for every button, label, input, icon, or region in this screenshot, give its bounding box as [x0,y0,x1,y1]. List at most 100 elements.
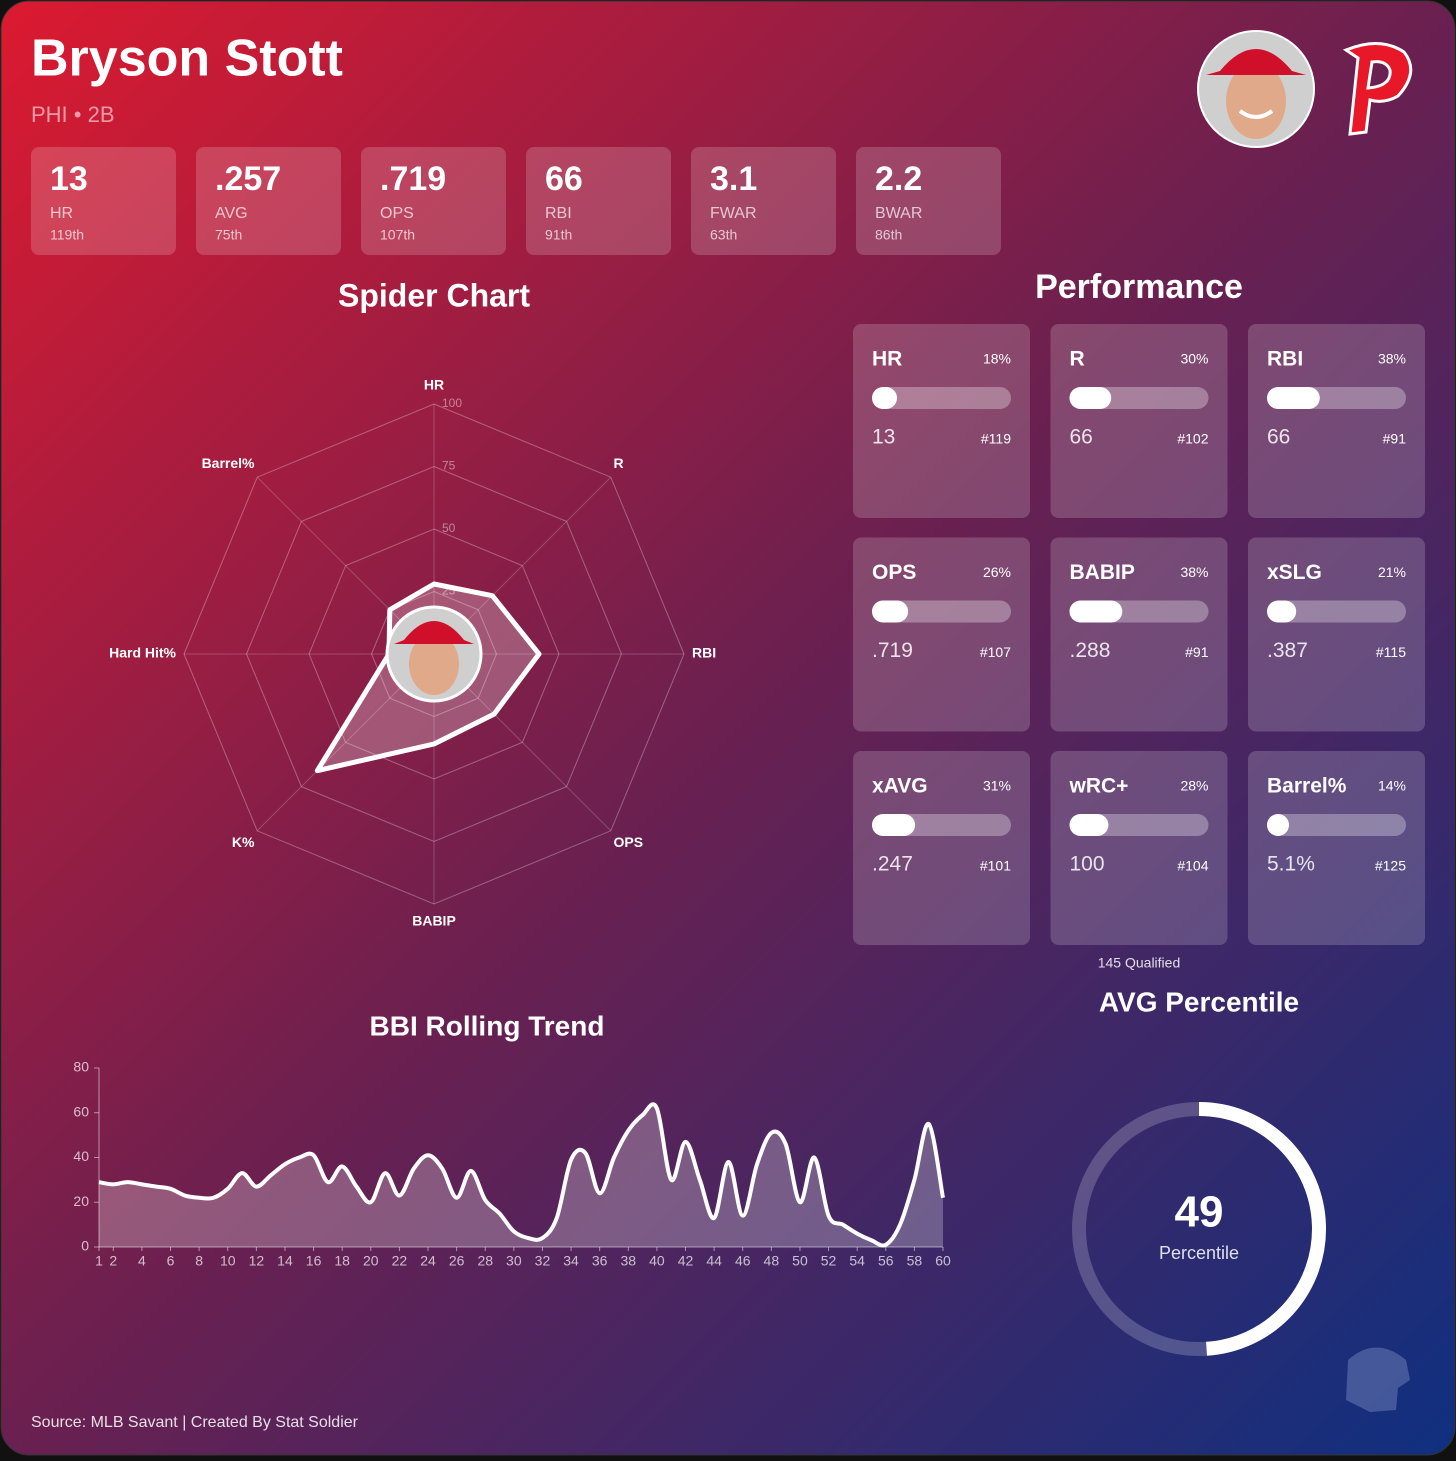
gauge-value: 49 [1175,1188,1224,1237]
stat-card [526,147,671,255]
x-tick-label: 2 [109,1253,117,1269]
x-tick-label: 1 [95,1253,103,1269]
y-tick-label: 20 [73,1193,89,1209]
x-tick-label: 14 [277,1253,293,1269]
card-rank: #104 [1177,858,1208,874]
chart-title: AVG Percentile [1099,986,1299,1017]
y-tick-label: 40 [73,1148,89,1164]
card-rank: #91 [1383,431,1407,447]
x-tick-label: 58 [907,1253,923,1269]
y-tick-label: 60 [73,1103,89,1119]
performance-card [1248,537,1425,732]
x-tick-label: 46 [735,1253,751,1269]
radar-grid-ring [308,528,560,780]
x-tick-label: 48 [764,1253,780,1269]
x-tick-label: 4 [138,1253,146,1269]
radar-axis-label: R [614,455,624,471]
chart-title: Spider Chart [338,277,530,313]
x-tick-label: 36 [592,1253,608,1269]
player-subtitle: PHI • 2B [31,102,115,127]
bar-track [872,387,1011,409]
performance-title: Performance [1035,268,1243,306]
x-tick-label: 24 [420,1253,436,1269]
x-tick-label: 52 [821,1253,837,1269]
card-value: 5.1% [1267,853,1315,876]
card-percent: 26% [983,564,1011,580]
stat-value: .719 [380,160,446,198]
x-tick-label: 16 [306,1253,322,1269]
performance-card [853,751,1030,945]
card-percent: 30% [1180,351,1208,367]
card-percent: 21% [1378,564,1406,580]
bar-fill [1069,814,1109,836]
x-tick-label: 34 [563,1253,579,1269]
x-tick-label: 56 [878,1253,894,1269]
card-value: 13 [872,426,895,449]
stat-rank: 107th [380,227,415,243]
card-percent: 38% [1378,351,1406,367]
performance-card [1050,751,1228,945]
trend-line [98,1102,945,1248]
card-value: 100 [1070,853,1105,876]
card-label: wRC+ [1069,775,1129,798]
x-tick-label: 10 [220,1253,236,1269]
bar-fill [1267,600,1297,623]
radar-axis-label: OPS [614,834,644,850]
bar-fill [1267,387,1320,409]
radar-center-photo [385,605,483,703]
performance-card [1248,751,1425,945]
performance-card [853,537,1030,732]
card-rank: #107 [980,644,1011,660]
x-tick-label: 18 [334,1253,350,1269]
stat-rank: 91th [545,227,572,243]
x-tick-label: 44 [706,1253,722,1269]
gauge-arc [1198,1102,1326,1356]
stat-rank: 75th [215,227,242,243]
stat-value: 66 [545,160,583,198]
stat-label: RBI [545,205,572,222]
x-tick-label: 32 [535,1253,551,1269]
radar-axis-label: RBI [692,645,716,661]
x-tick-label: 40 [649,1253,665,1269]
team-logo [1342,42,1413,136]
radar-grid-ring [183,403,685,905]
y-tick-label: 0 [81,1238,89,1254]
photo-face [409,633,459,695]
card-label: BABIP [1070,561,1135,584]
x-tick-label: 8 [195,1253,203,1269]
stat-label: BWAR [875,205,922,222]
stat-rank: 119th [50,227,84,243]
card-label: xSLG [1267,561,1322,584]
stat-label: FWAR [710,205,757,222]
card-rank: #125 [1375,858,1406,874]
performance-card [1248,324,1425,518]
stat-card [691,147,836,255]
radar-axis-label: Hard Hit% [109,645,176,661]
stat-card [196,147,341,255]
x-tick-label: 22 [392,1253,408,1269]
card-rank: #119 [981,431,1011,447]
stat-value: 3.1 [710,160,757,198]
bar-track [1267,814,1406,836]
radar-grid-ring [245,465,623,843]
x-tick-label: 38 [620,1253,636,1269]
card-label: R [1070,348,1085,371]
card-percent: 31% [983,778,1011,794]
x-tick-label: 26 [449,1253,465,1269]
stat-value: .257 [215,160,281,198]
radar-axis-label: BABIP [412,913,456,929]
chart-title: BBI Rolling Trend [370,1010,605,1041]
x-tick-label: 28 [477,1253,493,1269]
radar-axis-label: Barrel% [202,455,255,471]
stat-rank: 63th [710,227,737,243]
x-tick-label: 30 [506,1253,522,1269]
card-label: HR [872,348,902,371]
card-label: RBI [1267,348,1303,371]
bar-fill [872,814,916,836]
performance-card [853,324,1030,518]
card-label: OPS [872,561,916,584]
card-rank: #101 [980,858,1011,874]
performance-card [1050,324,1228,518]
